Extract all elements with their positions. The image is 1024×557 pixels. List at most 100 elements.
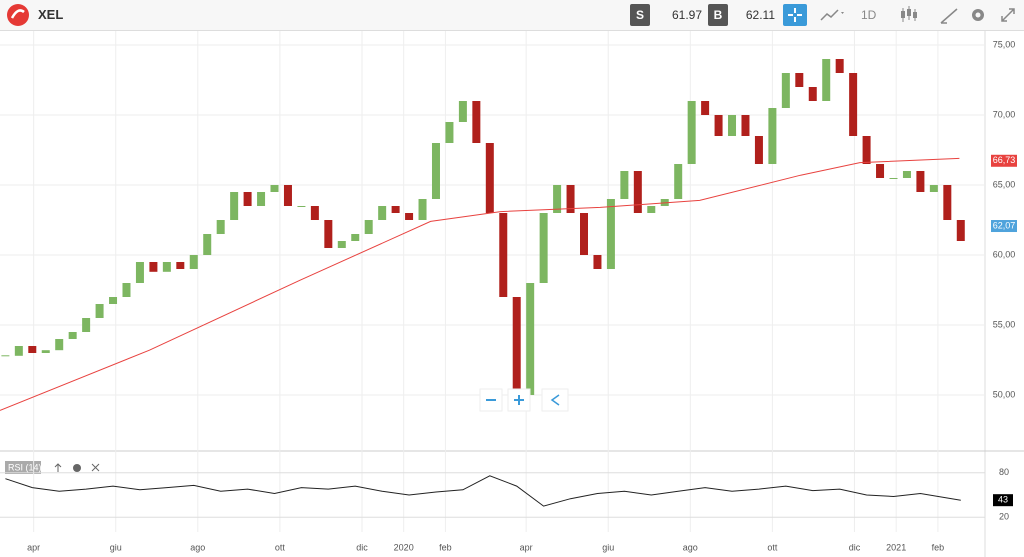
- candle: [916, 171, 925, 192]
- candle: [835, 59, 844, 73]
- x-tick-label: feb: [439, 542, 452, 552]
- candle: [82, 318, 91, 332]
- chart-type-button[interactable]: [818, 0, 848, 30]
- last-price-label: 62,07: [993, 220, 1016, 230]
- candle: [580, 213, 589, 255]
- fullscreen-button[interactable]: [996, 0, 1020, 30]
- candle: [216, 220, 225, 234]
- buy-price: 62.11: [745, 8, 775, 22]
- crosshair-icon: [788, 8, 802, 22]
- x-tick-label: apr: [520, 542, 533, 552]
- candle: [768, 108, 777, 164]
- candle: [95, 304, 104, 318]
- candle: [889, 178, 898, 179]
- candle: [526, 283, 535, 395]
- candle: [876, 164, 885, 178]
- symbol: XEL: [38, 7, 64, 22]
- y-tick-label: 60,00: [993, 249, 1016, 259]
- candle: [593, 255, 602, 269]
- candle: [68, 332, 77, 339]
- draw-button[interactable]: [938, 0, 962, 30]
- rsi-close-icon[interactable]: [91, 463, 100, 472]
- candle: [647, 206, 656, 213]
- y-tick-label: 70,00: [993, 109, 1016, 119]
- zoom-in-icon: [514, 395, 524, 405]
- sell-button[interactable]: S: [630, 4, 650, 26]
- candle: [243, 192, 252, 206]
- candle: [701, 101, 710, 115]
- candle: [822, 59, 831, 101]
- candle-style-button[interactable]: [898, 0, 928, 30]
- candle: [135, 262, 144, 283]
- rsi-settings-icon[interactable]: [73, 464, 81, 472]
- candle: [687, 101, 696, 164]
- x-tick-label: ago: [683, 542, 698, 552]
- candle: [445, 122, 454, 143]
- x-tick-label: ott: [275, 542, 286, 552]
- candle: [391, 206, 400, 213]
- candle: [606, 199, 615, 269]
- crosshair-button[interactable]: [783, 4, 807, 26]
- candle: [162, 262, 171, 272]
- candle: [620, 171, 629, 199]
- y-tick-label: 80: [999, 467, 1009, 477]
- candle: [297, 206, 306, 207]
- interval-button[interactable]: 1D: [861, 8, 877, 22]
- candle: [28, 346, 37, 353]
- x-tick-label: 2020: [394, 542, 414, 552]
- x-tick-label: ago: [190, 542, 205, 552]
- rsi-last-box: [993, 494, 1013, 507]
- candle: [472, 101, 481, 143]
- candle: [283, 185, 292, 206]
- candle: [310, 206, 319, 220]
- ma-last-label: 66,73: [993, 155, 1016, 165]
- candle: [230, 192, 239, 220]
- x-tick-label: giu: [110, 542, 122, 552]
- share[interactable]: [541, 388, 569, 412]
- candle: [956, 220, 965, 241]
- rsi-last-label: 43: [998, 495, 1008, 505]
- candle: [808, 87, 817, 101]
- candle: [55, 339, 64, 351]
- candle: [270, 185, 279, 192]
- candle: [351, 234, 360, 241]
- candle: [795, 73, 804, 87]
- moving-average: [0, 157, 960, 411]
- candle: [553, 185, 562, 213]
- candle: [943, 185, 952, 220]
- candle: [485, 143, 494, 213]
- candle: [499, 213, 508, 297]
- x-tick-label: dic: [849, 542, 861, 552]
- rsi-label-box: [5, 461, 41, 474]
- candle: [41, 350, 50, 353]
- candle: [674, 164, 683, 199]
- y-tick-label: 75,00: [993, 39, 1016, 49]
- y-tick-label: 65,00: [993, 179, 1016, 189]
- candle: [337, 241, 346, 248]
- candle: [929, 185, 938, 192]
- candle: [418, 199, 427, 220]
- share-icon: [550, 394, 560, 406]
- candle: [512, 297, 521, 395]
- buy-button[interactable]: B: [708, 4, 728, 26]
- rsi-move-icon[interactable]: [54, 463, 62, 472]
- x-tick-label: feb: [932, 542, 945, 552]
- candle: [324, 220, 333, 248]
- candle: [781, 73, 790, 108]
- toolbar: XEL S 61.97 B 62.11 1D: [0, 0, 1024, 31]
- candle: [728, 115, 737, 136]
- candle: [257, 192, 266, 206]
- ma-last-label-box: [991, 154, 1017, 167]
- candle: [122, 283, 131, 297]
- candle: [566, 185, 575, 213]
- y-tick-label: 50,00: [993, 389, 1016, 399]
- candle: [364, 220, 373, 234]
- y-tick-label: 55,00: [993, 319, 1016, 329]
- zoom-controls: [479, 388, 569, 412]
- candle: [741, 115, 750, 136]
- rsi-label: RSI (14): [8, 462, 42, 472]
- candle: [405, 213, 414, 220]
- last-price-label-box: [991, 220, 1017, 233]
- settings-button[interactable]: [966, 0, 990, 30]
